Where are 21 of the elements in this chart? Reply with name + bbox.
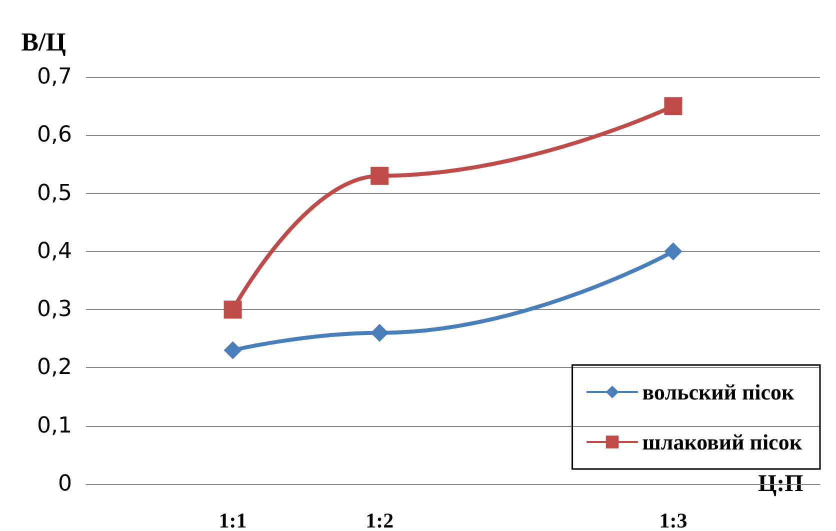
point xyxy=(224,341,242,360)
y-tick-label: 0,7 xyxy=(37,64,72,90)
point xyxy=(370,166,389,185)
x-tick-label: 1:2 xyxy=(366,508,394,531)
y-tick-label: 0,4 xyxy=(37,238,72,264)
legend-label: шлаковий пісок xyxy=(642,430,802,454)
y-tick-label: 0 xyxy=(58,472,72,496)
x-axis-title: Ц:П xyxy=(758,471,804,497)
point xyxy=(224,300,242,319)
y-tick-label: 0,6 xyxy=(37,122,72,148)
point xyxy=(370,324,389,342)
legend-label: вольский пісок xyxy=(642,380,795,404)
point xyxy=(664,242,682,260)
y-tick-label: 0,2 xyxy=(37,355,72,380)
y-tick-label: 0,3 xyxy=(37,297,72,322)
y-axis-title: В/Ц xyxy=(21,28,66,56)
x-tick-label: 1:3 xyxy=(659,508,688,531)
y-tick-label: 0,1 xyxy=(37,413,72,438)
x-tick-label: 1:1 xyxy=(218,508,247,531)
y-tick-label: 0,5 xyxy=(37,180,72,206)
point xyxy=(664,97,682,116)
